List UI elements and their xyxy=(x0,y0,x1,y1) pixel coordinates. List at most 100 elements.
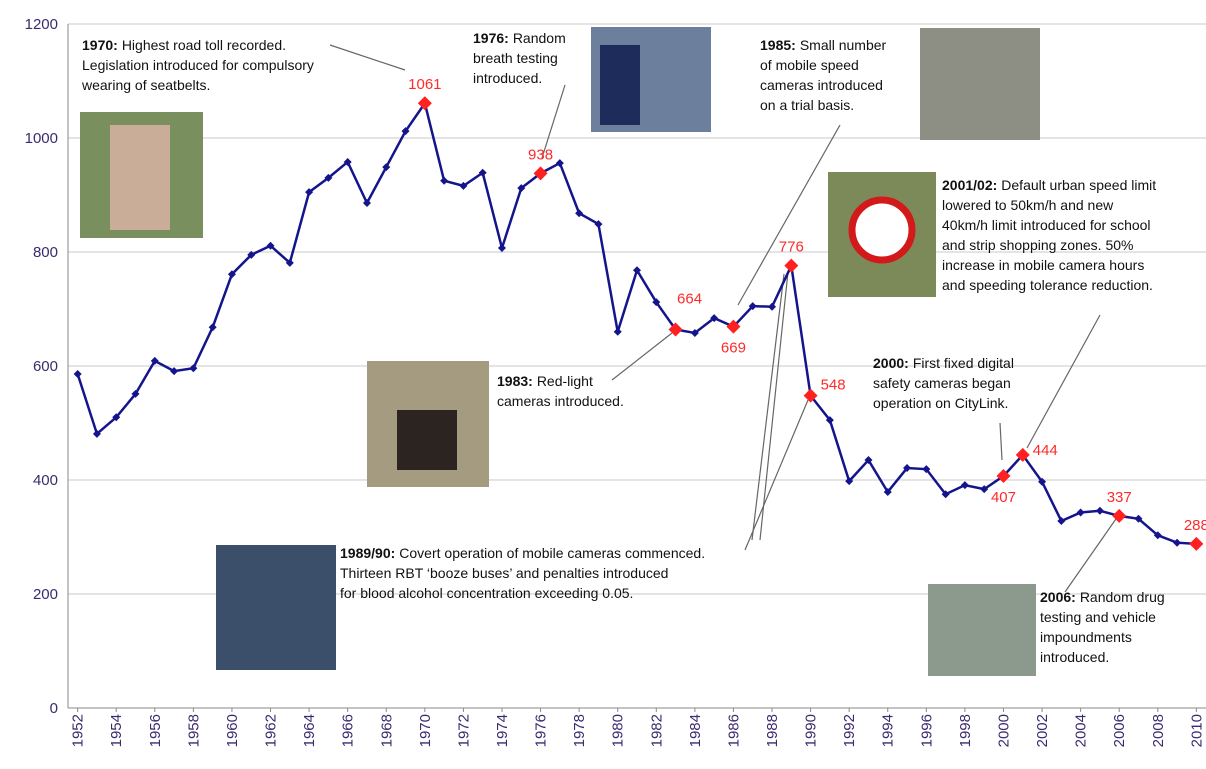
photo xyxy=(397,410,457,470)
y-tick-label: 0 xyxy=(50,700,58,717)
leader-line xyxy=(612,333,672,380)
x-tick-label: 1952 xyxy=(70,714,87,747)
chart: 0200400600800100012001952195419561958196… xyxy=(0,0,1206,769)
annotation-line: increase in mobile camera hours xyxy=(942,257,1144,273)
annotation: 1985:Small number of mobile speed cameras … xyxy=(760,37,887,113)
highlight-point xyxy=(1189,537,1203,551)
leader-line xyxy=(760,272,788,540)
leader-line xyxy=(1027,315,1100,448)
leader-line xyxy=(745,400,808,550)
annotation-line: lowered to 50km/h and new xyxy=(942,197,1114,213)
annotation-bold: 2006: xyxy=(1040,589,1076,605)
leader-line xyxy=(330,45,405,70)
x-tick-label: 1964 xyxy=(301,714,318,747)
value-label: 548 xyxy=(821,377,846,394)
annotation: 2000:First fixed digital safety cameras b… xyxy=(873,355,1014,411)
annotation-line: Thirteen RBT ‘booze buses’ and penalties… xyxy=(340,565,668,581)
leader-line xyxy=(738,125,840,305)
annotation-line: testing and vehicle xyxy=(1040,609,1156,625)
annotation-line: Highest road toll recorded. xyxy=(122,37,286,53)
annotation-line: breath testing xyxy=(473,50,558,66)
annotation-line: wearing of seatbelts. xyxy=(81,77,210,93)
x-tick-label: 1982 xyxy=(648,714,665,747)
x-tick-label: 1978 xyxy=(571,714,588,747)
x-tick-label: 1960 xyxy=(224,714,241,747)
value-label: 664 xyxy=(677,291,702,308)
y-tick-label: 400 xyxy=(33,472,58,489)
leader-line xyxy=(1000,423,1002,460)
annotation-bold: 1989/90: xyxy=(340,545,395,561)
annotation-bold: 1985: xyxy=(760,37,796,53)
annotation-bold: 1983: xyxy=(497,373,533,389)
x-tick-label: 1974 xyxy=(494,714,511,747)
value-label: 444 xyxy=(1033,442,1058,459)
x-tick-label: 2004 xyxy=(1073,714,1090,747)
annotation-line: Small number xyxy=(800,37,887,53)
annotation-line: operation on CityLink. xyxy=(873,395,1008,411)
annotation: 1989/90:Covert operation of mobile camer… xyxy=(340,545,705,601)
annotation-bold: 1976: xyxy=(473,30,509,46)
x-tick-label: 1956 xyxy=(147,714,164,747)
annotation-bold: 2000: xyxy=(873,355,909,371)
x-tick-label: 1972 xyxy=(455,714,472,747)
x-tick-label: 1988 xyxy=(764,714,781,747)
x-tick-label: 1990 xyxy=(803,714,820,747)
x-tick-label: 1992 xyxy=(841,714,858,747)
annotation-line: and speeding tolerance reduction. xyxy=(942,277,1153,293)
annotation-line: Red-light xyxy=(537,373,593,389)
annotation-line: and strip shopping zones. 50% xyxy=(942,237,1133,253)
annotation-line: cameras introduced. xyxy=(497,393,624,409)
y-tick-label: 1000 xyxy=(25,130,58,147)
x-tick-label: 1994 xyxy=(880,714,897,747)
photo xyxy=(928,584,1036,676)
value-label: 337 xyxy=(1107,489,1132,506)
point xyxy=(440,177,448,185)
annotation-line: Covert operation of mobile cameras comme… xyxy=(399,545,705,561)
value-label: 1061 xyxy=(408,76,441,93)
annotation-line: First fixed digital xyxy=(913,355,1014,371)
x-tick-label: 1954 xyxy=(108,714,125,747)
annotation: 1983:Red-light cameras introduced. xyxy=(497,373,624,409)
annotation-line: of mobile speed xyxy=(760,57,859,73)
annotation-line: Random drug xyxy=(1080,589,1165,605)
value-label: 407 xyxy=(991,489,1016,506)
x-tick-label: 1998 xyxy=(957,714,974,747)
x-tick-label: 1968 xyxy=(378,714,395,747)
x-tick-label: 1980 xyxy=(610,714,627,747)
point xyxy=(614,328,622,336)
annotation-line: cameras introduced xyxy=(760,77,883,93)
photo xyxy=(920,28,1040,140)
annotation-line: on a trial basis. xyxy=(760,97,854,113)
point xyxy=(1057,517,1065,525)
x-tick-label: 2002 xyxy=(1034,714,1051,747)
annotation-bold: 2001/02: xyxy=(942,177,997,193)
y-tick-label: 800 xyxy=(33,244,58,261)
x-tick-label: 1962 xyxy=(263,714,280,747)
x-tick-label: 2000 xyxy=(995,714,1012,747)
annotation-line: introduced. xyxy=(473,70,542,86)
point xyxy=(1096,507,1104,515)
y-tick-label: 600 xyxy=(33,358,58,375)
annotation-line: for blood alcohol concentration exceedin… xyxy=(340,585,633,601)
photo xyxy=(110,125,170,230)
x-tick-label: 1984 xyxy=(687,714,704,747)
photo xyxy=(216,545,336,670)
annotation: 1976:Random breath testing introduced. xyxy=(473,30,566,86)
x-tick-label: 1958 xyxy=(185,714,202,747)
annotation-line: Legislation introduced for compulsory xyxy=(82,57,314,73)
x-tick-label: 1970 xyxy=(417,714,434,747)
value-label: 288 xyxy=(1184,517,1206,534)
annotation-line: Default urban speed limit xyxy=(1001,177,1156,193)
point xyxy=(209,323,217,331)
value-label: 776 xyxy=(779,239,804,256)
annotation-line: safety cameras began xyxy=(873,375,1011,391)
annotation-line: Random xyxy=(513,30,566,46)
x-tick-label: 1976 xyxy=(533,714,550,747)
x-tick-label: 1986 xyxy=(725,714,742,747)
value-label: 938 xyxy=(528,146,553,163)
point xyxy=(189,364,197,372)
annotation: 1970:Highest road toll recorded. Legislat… xyxy=(81,37,314,93)
annotation-bold: 1970: xyxy=(82,37,118,53)
value-label: 669 xyxy=(721,340,746,357)
y-tick-label: 1200 xyxy=(25,16,58,33)
